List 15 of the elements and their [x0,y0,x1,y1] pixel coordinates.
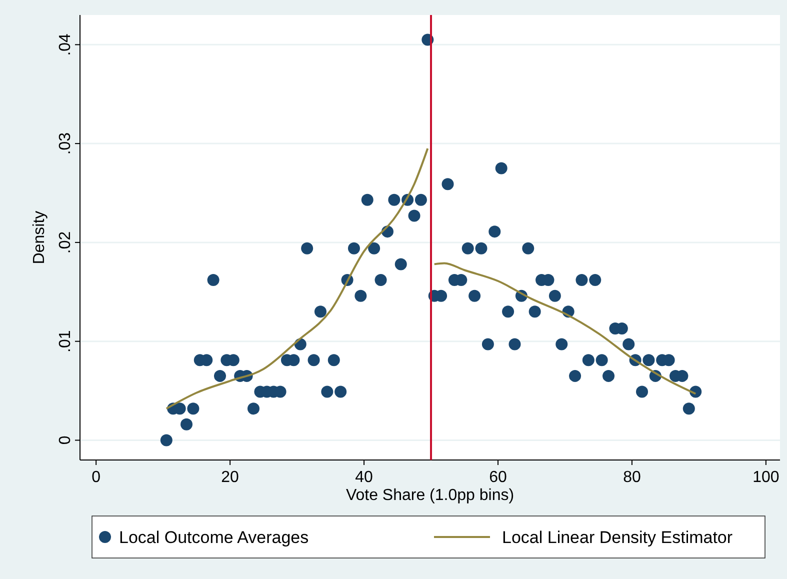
legend-label: Local Linear Density Estimator [502,528,733,547]
x-tick-label: 40 [355,469,374,486]
x-tick-label: 80 [623,469,641,486]
x-tick-label: 20 [221,469,240,486]
x-tick-label: 0 [92,469,101,486]
legend-label: Local Outcome Averages [119,528,309,547]
y-tick-label: .03 [57,132,74,155]
x-tick-label: 60 [489,469,507,486]
y-tick-label: .04 [57,33,74,56]
y-tick-label: .02 [57,231,74,254]
x-tick-label: 100 [752,469,780,486]
y-axis-title: Density [31,210,48,264]
x-axis-title: Vote Share (1.0pp bins) [346,487,514,504]
y-tick-label: .01 [57,330,74,352]
y-tick-label: 0 [57,436,74,445]
